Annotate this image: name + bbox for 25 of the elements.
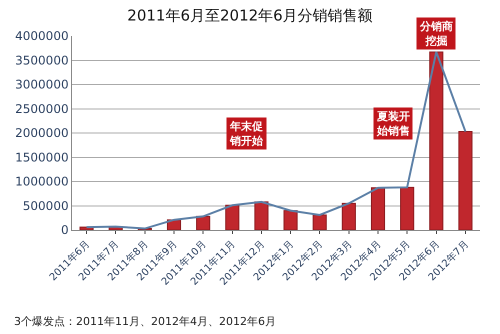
y-tick-label: 2500000 (15, 102, 69, 116)
bar (312, 214, 327, 230)
text: 3个爆发点：2011年11月、2012年4月、2012年6月 (14, 315, 276, 328)
chart-title: 2011年6月至2012年6月分销销售额 (127, 6, 373, 25)
line-series (86, 51, 466, 230)
bar (400, 186, 414, 230)
bar (429, 52, 444, 230)
y-tick-label: 0 (60, 223, 69, 238)
y-tick-label: 500000 (22, 198, 69, 213)
y-tick-label: 4000000 (15, 29, 69, 44)
y-tick-label: 1500000 (15, 150, 69, 164)
bar (254, 201, 268, 230)
bar (284, 210, 298, 230)
bar (196, 216, 210, 230)
bar (342, 202, 356, 230)
annotation: 分销商挖掘 (419, 20, 453, 48)
y-tick-label: 3500000 (15, 53, 69, 68)
y-tick-label: 3000000 (15, 78, 69, 92)
annotation: 夏装开始销售 (376, 110, 410, 138)
annotation: 年末促销开始 (229, 120, 264, 148)
bar (370, 187, 386, 230)
y-tick-label: 1000000 (15, 174, 69, 189)
bar (225, 204, 240, 230)
bar (458, 131, 472, 230)
y-tick-label: 2000000 (15, 126, 69, 140)
